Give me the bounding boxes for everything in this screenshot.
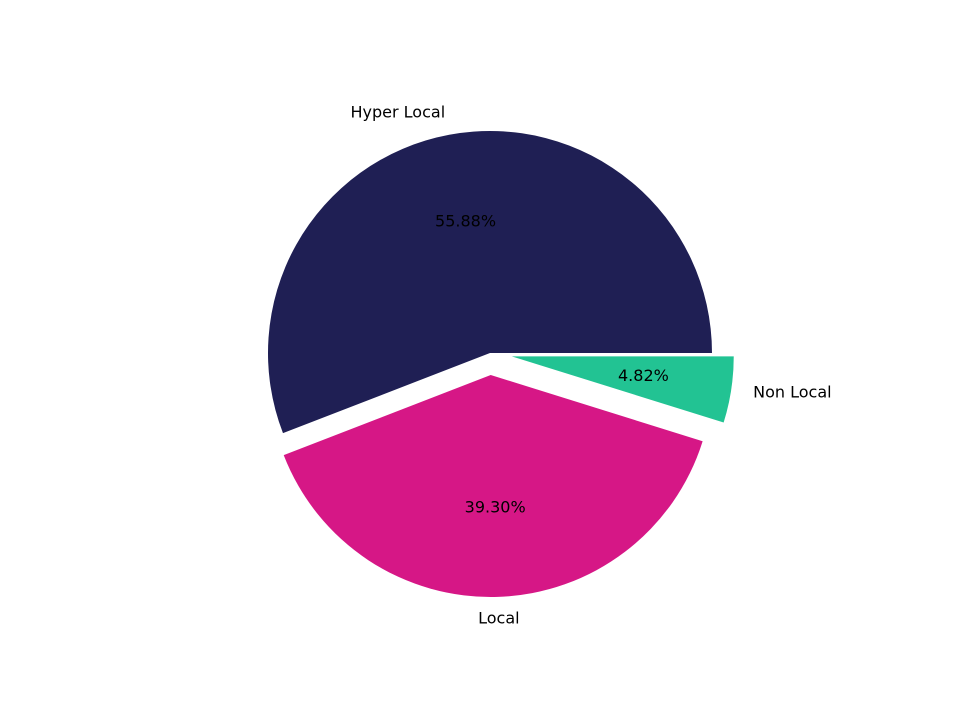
pie-slice-non-local — [511, 356, 734, 423]
pie-slice-local — [283, 374, 703, 597]
pie-value-label-local: 39.30% — [465, 498, 526, 517]
pie-value-label-hyper-local: 55.88% — [435, 212, 496, 231]
pie-label-hyper-local: Hyper Local — [351, 102, 446, 121]
pie-slice-hyper-local — [268, 131, 712, 434]
pie-value-label-non-local: 4.82% — [618, 366, 669, 385]
pie-label-non-local: Non Local — [753, 383, 831, 402]
pie-label-local: Local — [478, 609, 519, 628]
